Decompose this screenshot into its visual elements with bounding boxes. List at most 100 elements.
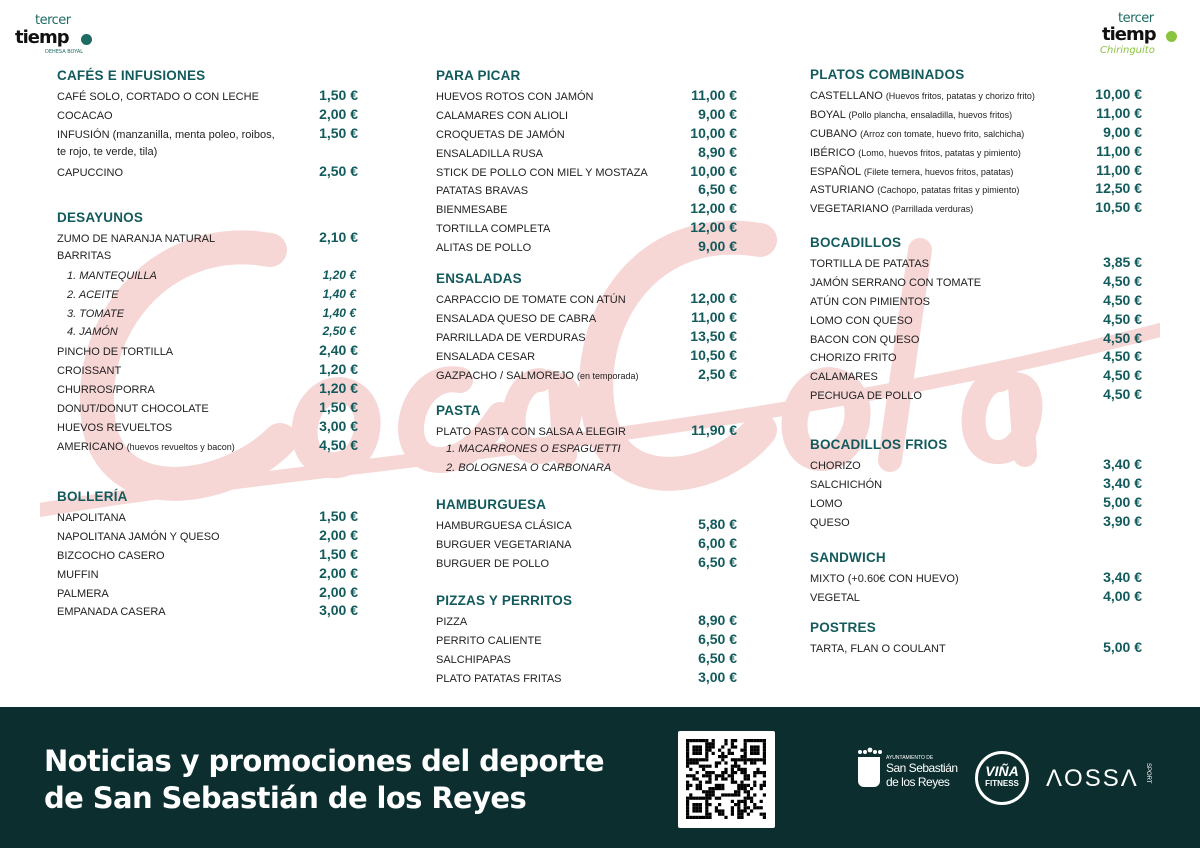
item-note: (huevos revueltos y bacon): [126, 441, 235, 452]
menu-item: BIZCOCHO CASERO 1,50 €: [57, 545, 358, 564]
item-price: 13,50 €: [690, 327, 737, 344]
item-name: SALCHICHÓN: [810, 478, 883, 491]
menu-item: EMPANADA CASERA 3,00 €: [57, 601, 358, 620]
section-title: CAFÉS E INFUSIONES: [57, 68, 206, 83]
item-name: BIZCOCHO CASERO: [57, 549, 165, 562]
menu-item: TORTILLA DE PATATAS 3,85 €: [810, 253, 1142, 272]
item-note: (Arroz con tomate, huevo frito, salchich…: [860, 128, 1025, 139]
item-name: ESPAÑOL: [810, 165, 861, 178]
menu-item: CALAMARES 4,50 €: [810, 366, 1142, 385]
item-price: 2,10 €: [319, 229, 358, 245]
footer: Noticias y promociones del deporte de Sa…: [0, 707, 1200, 848]
menu-item: CROQUETAS DE JAMÓN 10,00 €: [436, 124, 737, 143]
menu-section: BOCADILLOS TORTILLA DE PATATAS 3,85 € JAMÓN…: [810, 233, 1142, 404]
item-name: LOMO CON QUESO: [810, 314, 913, 327]
item-name: DONUT/DONUT CHOCOLATE: [57, 403, 209, 416]
logo-line2: tiemp: [1102, 24, 1157, 45]
item-name: TARTA, FLAN O COULANT: [810, 643, 946, 655]
menu-item: NAPOLITANA 1,50 €: [57, 507, 358, 526]
item-price: 4,00 €: [1103, 587, 1142, 604]
item-name: te rojo, te verde, tila): [57, 145, 158, 158]
item-name: PLATO PATATAS FRITAS: [436, 672, 562, 685]
item-price: 5,80 €: [698, 516, 737, 532]
menu-item: NAPOLITANA JAMÓN Y QUESO 2,00 €: [57, 526, 358, 545]
item-name: CHORIZO: [810, 460, 861, 472]
qr-code[interactable]: [678, 731, 775, 828]
item-price: 1,50 €: [319, 399, 358, 416]
item-name: 4. JAMÓN: [67, 326, 118, 339]
menu-item: CAFÉ SOLO, CORTADO O CON LECHE 1,50 €: [57, 86, 358, 105]
item-name: 2. ACEITE: [67, 288, 119, 301]
item-price: 5,00 €: [1103, 493, 1142, 510]
section-title: PARA PICAR: [436, 68, 521, 83]
section-title: POSTRES: [810, 620, 876, 635]
item-price: 2,50 €: [698, 365, 737, 382]
item-price: 4,50 €: [1103, 329, 1142, 346]
section-title: BOCADILLOS: [810, 235, 902, 250]
menu-item: 2. BOLOGNESA O CARBONARA: [436, 459, 737, 478]
item-name: PATATAS BRAVAS: [436, 185, 529, 198]
item-price: 4,50 €: [1103, 367, 1142, 384]
menu-item: IBÉRICO (Lomo, huevos fritos, patatas y …: [810, 142, 1142, 161]
item-price: 10,00 €: [1095, 86, 1142, 102]
menu-item: AMERICANO (huevos revueltos y bacon) 4,50…: [57, 436, 358, 455]
menu-item: HUEVOS ROTOS CON JAMÓN 11,00 €: [436, 86, 737, 105]
item-name: 3. TOMATE: [67, 307, 125, 320]
item-name: PINCHO DE TORTILLA: [57, 346, 174, 359]
item-name: HAMBURGUESA CLÁSICA: [436, 520, 572, 532]
item-name: CALAMARES: [810, 371, 878, 384]
menu-item: ASTURIANO (Cachopo, patatas fritas y pim…: [810, 179, 1142, 198]
item-name: BIENMESABE: [436, 204, 508, 217]
menu-item: CHORIZO 3,40 €: [810, 455, 1142, 474]
item-name: IBÉRICO: [810, 146, 856, 159]
menu-item: ATÚN CON PIMIENTOS 4,50 €: [810, 291, 1142, 310]
item-note: (Huevos fritos, patatas y chorizo frito): [885, 91, 1035, 101]
aossa-logo: ΛOSSΛ SPORT: [1046, 763, 1151, 792]
item-price: 11,00 €: [691, 87, 737, 103]
menu-item: SALCHIPAPAS 6,50 €: [436, 649, 737, 668]
menu-item: BACON CON QUESO 4,50 €: [810, 329, 1142, 348]
menu-item: ENSALADA QUESO DE CABRA 11,00 €: [436, 308, 737, 327]
item-price: 3,85 €: [1103, 254, 1142, 270]
item-price: 6,00 €: [698, 534, 737, 551]
menu-item: GAZPACHO / SALMOREJO (en temporada) 2,50 …: [436, 365, 737, 384]
logo-sub: DEHESA BOYAL: [45, 49, 84, 55]
menu-item: INFUSIÓN (manzanilla, menta poleo, roibo…: [57, 124, 358, 143]
menu-section: PIZZAS Y PERRITOS PIZZA 8,90 € PERRITO CALI…: [436, 591, 737, 687]
menu-section: POSTRES TARTA, FLAN O COULANT 5,00 €: [810, 618, 1142, 657]
item-price: 3,00 €: [319, 417, 358, 434]
logo-line1: tercer: [1118, 11, 1154, 26]
item-name: STICK DE POLLO CON MIEL Y MOSTAZA: [436, 166, 648, 179]
item-price: 11,00 €: [1096, 142, 1142, 159]
menu-section: PARA PICAR HUEVOS ROTOS CON JAMÓN 11,00 € C…: [436, 66, 737, 256]
menu-item: ZUMO DE NARANJA NATURAL 2,10 €: [57, 228, 358, 247]
item-name: JAMÓN SERRANO CON TOMATE: [810, 276, 982, 289]
menu-item: QUESO 3,90 €: [810, 512, 1142, 531]
item-name: CROQUETAS DE JAMÓN: [436, 128, 565, 141]
menu-item: COCACAO 2,00 €: [57, 105, 358, 124]
item-name: COCACAO: [57, 109, 113, 122]
item-name: HUEVOS REVUELTOS: [57, 421, 173, 434]
menu-item: TORTILLA COMPLETA 12,00 €: [436, 218, 737, 237]
ball-icon: [1166, 31, 1177, 42]
menu-item: BOYAL (Pollo plancha, ensaladilla, huevo…: [810, 104, 1142, 123]
item-price: 1,20 €: [322, 267, 356, 282]
menu-item: LOMO 5,00 €: [810, 493, 1142, 512]
menu-item: PALMERA 2,00 €: [57, 583, 358, 602]
item-name: CALAMARES CON ALIOLI: [436, 109, 569, 122]
section-title: DESAYUNOS: [57, 210, 144, 225]
menu-item: CHURROS/PORRA 1,20 €: [57, 379, 358, 398]
menu-item: CALAMARES CON ALIOLI 9,00 €: [436, 105, 737, 124]
menu-section: ENSALADAS CARPACCIO DE TOMATE CON ATÚN 12,…: [436, 269, 737, 383]
item-price: 5,00 €: [1103, 639, 1142, 655]
item-price: 10,50 €: [690, 346, 737, 363]
menu-item: PATATAS BRAVAS 6,50 €: [436, 180, 737, 199]
item-name: BURGUER VEGETARIANA: [436, 538, 572, 551]
item-note: (Lomo, huevos fritos, patatas y pimiento…: [858, 147, 1021, 158]
item-name: CASTELLANO: [810, 90, 883, 102]
menu-item: MIXTO (+0.60€ CON HUEVO) 3,40 €: [810, 568, 1142, 587]
menu-item: 1. MACARRONES O ESPAGUETTI: [436, 440, 737, 459]
menu-item: te rojo, te verde, tila): [57, 143, 358, 162]
menu-item: ENSALADA CESAR 10,50 €: [436, 346, 737, 365]
menu-section: CAFÉS E INFUSIONES CAFÉ SOLO, CORTADO O C…: [57, 66, 358, 180]
